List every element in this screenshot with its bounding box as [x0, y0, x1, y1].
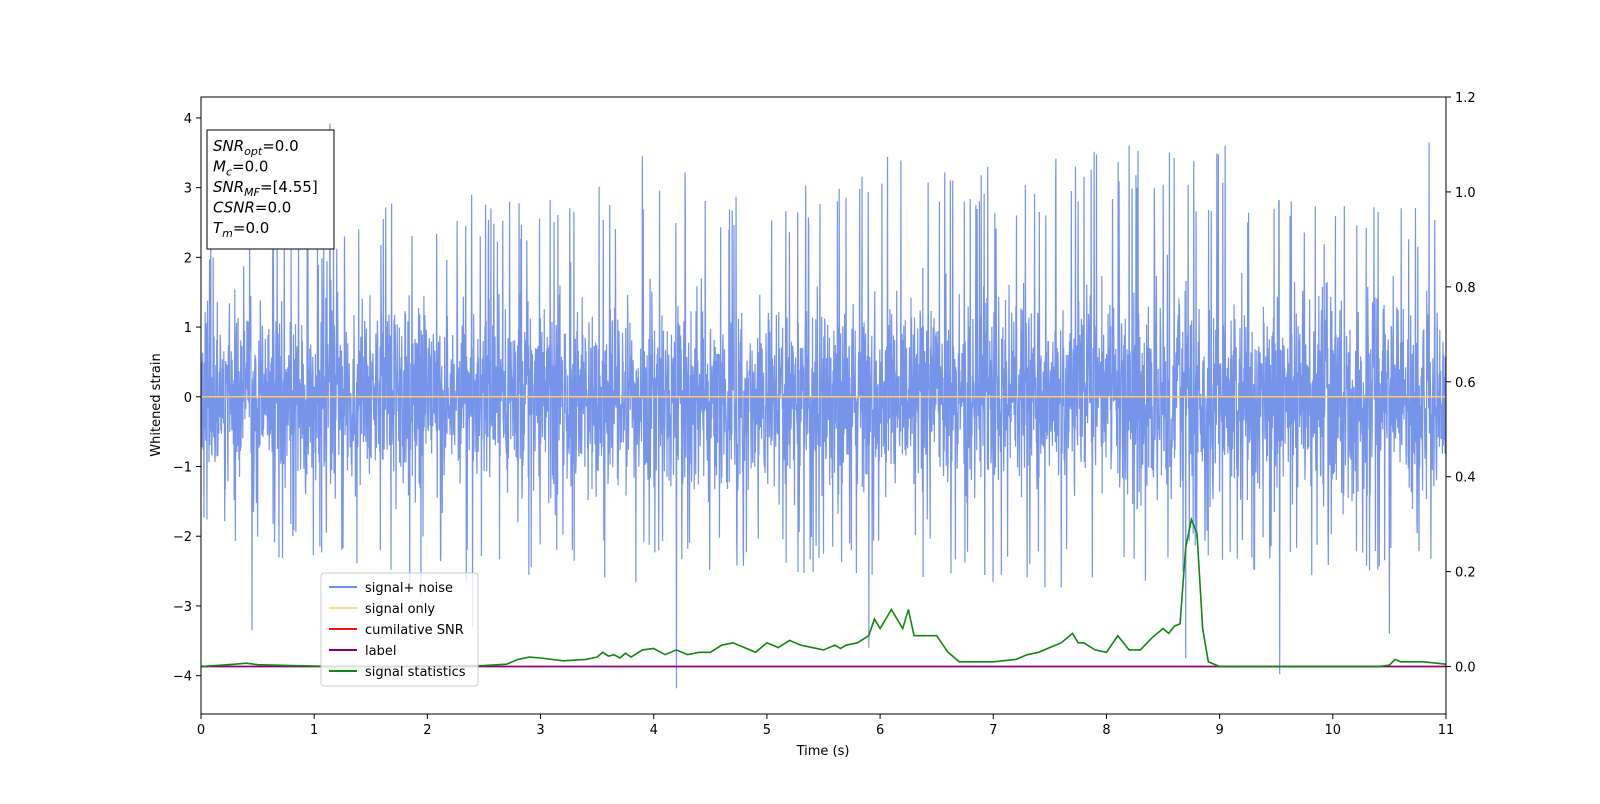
legend-box — [320, 572, 479, 687]
x-tick-label: 10 — [1325, 723, 1342, 738]
x-tick-label: 11 — [1438, 723, 1455, 738]
legend-entry-label: signal statistics — [365, 665, 466, 680]
x-tick-label: 6 — [876, 723, 884, 738]
plot-frame — [200, 96, 1447, 715]
x-tick-label: 7 — [989, 723, 997, 738]
legend: signal+ noise signal only cumilative SNR la… — [320, 572, 479, 687]
x-tick-label: 5 — [763, 723, 771, 738]
y-tick-label: 4 — [184, 112, 192, 127]
y-tick-label: 1 — [184, 321, 192, 336]
y-axis-label: Whitened strain — [149, 353, 164, 456]
legend-entry-label: signal only — [365, 602, 435, 617]
y-tick-label: 2 — [184, 251, 192, 266]
y-tick-label: −4 — [173, 670, 192, 685]
legend-entry-label: cumilative SNR — [365, 623, 464, 638]
info-line: CSNR=0.0 — [213, 199, 291, 217]
info-line: Tm=0.0 — [213, 219, 269, 240]
legend-entry-label: signal+ noise — [365, 581, 453, 596]
y2-tick-label: 0.2 — [1455, 566, 1476, 581]
series-signal-noise-line — [201, 123, 1446, 689]
x-tick-label: 8 — [1102, 723, 1110, 738]
info-line: SNRopt=0.0 — [213, 137, 299, 158]
y-tick-label: −3 — [173, 600, 192, 615]
x-tick-label: 1 — [310, 723, 318, 738]
y2-tick-label: 0.4 — [1455, 471, 1476, 486]
y-tick-label: −1 — [173, 461, 192, 476]
y2-tick-label: 0.8 — [1455, 281, 1476, 296]
y2-tick-label: 1.2 — [1455, 91, 1476, 106]
x-tick-label: 0 — [197, 723, 205, 738]
axes-ticks: 0 1 2 3 4 5 6 7 8 9 10 11 −4 −3 −2 −1 0 1 2 3 4 0.0 0.2 0.4 0.6 0… — [173, 91, 1476, 738]
x-tick-label: 2 — [423, 723, 431, 738]
legend-entry-label: label — [365, 644, 396, 659]
x-tick-label: 4 — [650, 723, 658, 738]
y2-tick-label: 0.0 — [1455, 661, 1476, 676]
y-tick-label: 3 — [184, 182, 192, 197]
info-line: Mc=0.0 — [213, 158, 268, 179]
y-tick-label: −2 — [173, 530, 192, 545]
x-tick-label: 3 — [536, 723, 544, 738]
y-tick-label: 0 — [184, 391, 192, 406]
info-line: SNRMF=[4.55] — [213, 178, 318, 199]
x-tick-label: 9 — [1215, 723, 1223, 738]
x-axis-label: Time (s) — [796, 744, 850, 759]
info-box-frame — [206, 129, 335, 250]
y2-tick-label: 0.6 — [1455, 376, 1476, 391]
y2-tick-label: 1.0 — [1455, 186, 1476, 201]
series-signal-statistics-line — [201, 516, 1446, 668]
